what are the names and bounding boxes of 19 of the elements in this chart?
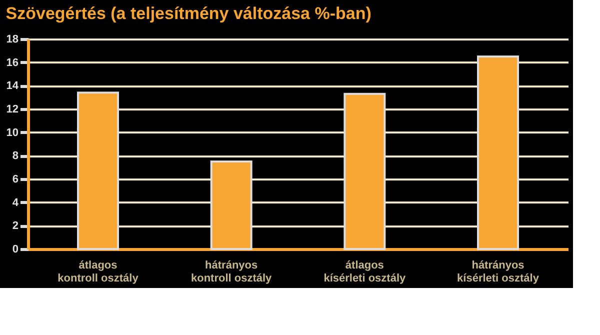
category-label: kontroll osztály xyxy=(58,272,138,284)
y-tick-label: 10 xyxy=(6,126,18,139)
y-tick-label: 4 xyxy=(12,196,20,209)
category-label: kísérleti osztály xyxy=(324,272,406,284)
category-label: átlagos xyxy=(345,260,384,272)
y-tick-label: 6 xyxy=(12,174,18,186)
category-label: kísérleti osztály xyxy=(457,272,539,284)
y-tick-label: 0 xyxy=(12,244,18,256)
category-label: hátrányos xyxy=(205,260,258,272)
category-label: átlagos xyxy=(78,260,118,272)
y-tick-label: 12 xyxy=(6,104,18,116)
y-tick-label: 14 xyxy=(6,80,20,92)
category-label: hátrányos xyxy=(472,260,524,272)
y-tick-label: 18 xyxy=(6,34,18,46)
y-tick-label: 16 xyxy=(6,56,18,69)
y-tick-label: 2 xyxy=(12,220,18,232)
category-label: kontroll osztály xyxy=(190,272,272,284)
y-tick-label: 8 xyxy=(12,150,18,162)
chart-title: Szövegértés (a teljesítmény változása %-ban) xyxy=(6,4,372,23)
